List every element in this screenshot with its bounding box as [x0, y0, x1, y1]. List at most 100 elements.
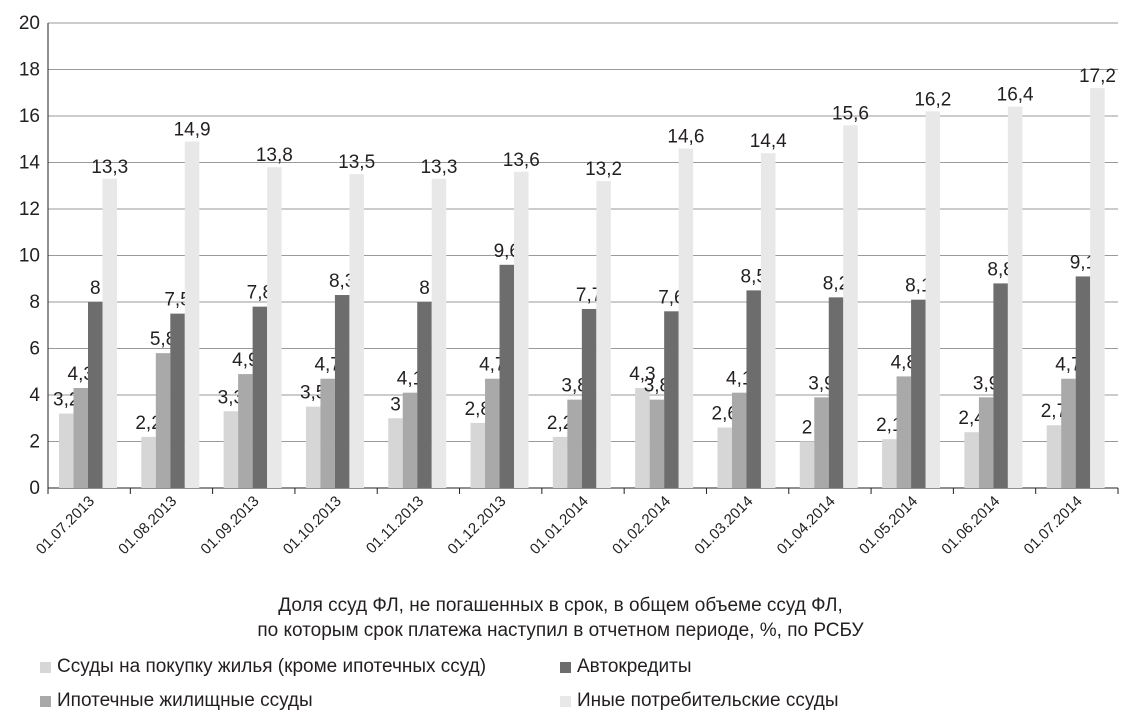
bar [252, 306, 268, 488]
caption-line-1: Доля ссуд ФЛ, не погашенных в срок, в об… [278, 595, 843, 616]
bar [349, 174, 364, 488]
legend-item-auto: Автокредиты [560, 656, 692, 678]
bar [1090, 88, 1105, 488]
bar [59, 413, 74, 488]
data-label: 5,8 [150, 329, 176, 350]
bar [223, 411, 239, 488]
data-label: 2,7 [1041, 401, 1067, 422]
x-tick-label: 01.02.2014 [609, 493, 674, 558]
data-label: 13,3 [420, 157, 457, 178]
bar [799, 441, 815, 488]
x-tick-label: 01.01.2014 [527, 493, 592, 558]
bar [596, 181, 611, 488]
data-label: 4,3 [68, 364, 94, 385]
data-label: 16,4 [997, 85, 1034, 106]
data-label: 14,6 [667, 127, 704, 148]
x-tick-label: 01.11.2013 [363, 493, 427, 557]
bar [678, 148, 694, 489]
bar [911, 299, 926, 488]
bar [1061, 378, 1076, 488]
legend-item-mortgage: Ипотечные жилищные ссуды [40, 690, 313, 712]
bar [514, 171, 529, 489]
data-label: 9,1 [1070, 252, 1096, 273]
x-tick-label: 01.08.2013 [115, 493, 180, 558]
data-label: 13,5 [338, 152, 375, 173]
x-tick-label: 01.06.2014 [938, 493, 1003, 558]
bar [896, 376, 912, 488]
legend-item-housing: Ссуды на покупку жилья (кроме ипотечных … [40, 656, 486, 678]
data-label: 4,9 [232, 350, 258, 371]
data-label: 3,8 [561, 376, 587, 397]
bar [814, 397, 829, 488]
data-label: 3,9 [808, 373, 834, 394]
data-label: 4,3 [629, 364, 655, 385]
data-label: 8,1 [905, 276, 931, 297]
y-tick-label: 20 [19, 13, 40, 34]
bar [73, 388, 88, 488]
data-label: 4,7 [479, 355, 505, 376]
bar [170, 313, 185, 488]
bar [746, 290, 761, 488]
y-tick-label: 14 [19, 153, 41, 174]
legend-label-mortgage: Ипотечные жилищные ссуды [57, 690, 313, 711]
data-label: 3,3 [218, 387, 244, 408]
data-label: 2,1 [876, 415, 902, 436]
data-label: 13,3 [91, 157, 128, 178]
bar [843, 125, 858, 489]
bar [882, 439, 897, 488]
bar [649, 399, 665, 488]
bar [993, 283, 1008, 488]
data-label: 17,2 [1079, 66, 1116, 87]
bar [470, 422, 486, 488]
data-label: 9,6 [494, 241, 520, 262]
bar [1046, 425, 1062, 488]
legend-swatch-auto [560, 661, 571, 673]
bar [305, 406, 321, 488]
x-tick-label: 01.04.2014 [774, 493, 839, 558]
x-tick-label: 01.07.2014 [1021, 493, 1086, 558]
data-label: 3,5 [300, 383, 326, 404]
bar [828, 297, 844, 488]
data-label: 8,2 [823, 273, 849, 294]
data-label: 13,2 [585, 159, 622, 180]
data-label: 8 [419, 278, 430, 299]
bar [499, 264, 515, 488]
x-tick-label: 01.09.2013 [197, 493, 262, 558]
x-tick-label: 01.07.2013 [33, 493, 98, 558]
data-label: 14,9 [174, 120, 211, 141]
legend-label-consumer: Иные потребительские ссуды [577, 690, 839, 711]
bar [267, 167, 282, 488]
bar [88, 302, 103, 488]
bar [664, 311, 679, 488]
bar [760, 153, 776, 488]
data-label: 13,8 [256, 145, 293, 166]
data-label: 4,8 [891, 352, 917, 373]
bar [1075, 276, 1091, 488]
data-label: 3,9 [973, 373, 999, 394]
bar [581, 308, 597, 488]
y-tick-label: 8 [29, 292, 40, 313]
bar [141, 436, 156, 488]
data-label: 4,1 [397, 369, 423, 390]
data-label: 3,2 [53, 390, 79, 411]
data-label: 4,7 [314, 355, 340, 376]
data-label: 16,2 [914, 89, 951, 110]
bar [320, 378, 335, 488]
bar [552, 436, 568, 488]
data-label: 4,7 [1055, 355, 1081, 376]
bar [485, 378, 500, 488]
bar [925, 111, 941, 488]
x-tick-label: 01.03.2014 [691, 493, 756, 558]
data-label: 8 [90, 278, 101, 299]
bar [388, 418, 403, 488]
x-tick-label: 01.05.2014 [856, 493, 921, 558]
bar [567, 399, 582, 488]
bar [102, 178, 117, 488]
y-tick-label: 0 [29, 478, 40, 499]
chart-caption: Доля ссуд ФЛ, не погашенных в срок, в об… [0, 593, 1121, 643]
bar-chart: 0 2 4 6 8 10 12 14 16 18 20 3,2 4,3 8 13,3 01.07.2013 2,… [19, 13, 1119, 558]
y-tick-label: 18 [19, 60, 40, 81]
data-label: 8,3 [329, 271, 355, 292]
data-label: 3,8 [644, 376, 670, 397]
bar [635, 388, 650, 488]
